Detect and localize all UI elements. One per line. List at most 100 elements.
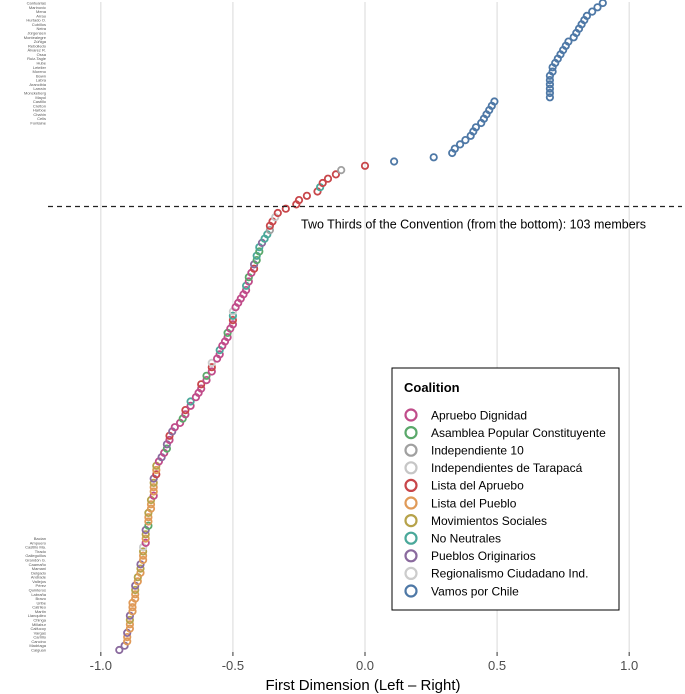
member-name-label: Castillo <box>33 99 47 104</box>
member-name-label: Hube <box>36 61 46 66</box>
member-point <box>139 551 148 560</box>
member-name-label: Hurtado O. <box>26 18 46 23</box>
x-tick-label: -1.0 <box>90 658 112 673</box>
member-point <box>128 607 137 616</box>
member-name-label: Labra <box>36 78 47 83</box>
member-point <box>139 555 148 565</box>
member-point <box>144 517 153 526</box>
legend-key <box>404 443 418 457</box>
member-point <box>152 470 161 479</box>
member-name-label: Zúñiga <box>34 39 47 44</box>
member-name-label: Harboe <box>33 108 47 113</box>
member-name-label: Calfucoy <box>30 626 46 631</box>
member-point <box>207 367 216 376</box>
member-point <box>564 37 573 46</box>
data-points <box>115 0 607 655</box>
legend-label: Independiente 10 <box>431 444 524 458</box>
member-name-label: Álvarez R. <box>28 48 46 53</box>
member-point <box>471 123 480 132</box>
member-point <box>165 435 174 445</box>
member-name-label: Martin <box>35 609 46 614</box>
member-point <box>133 577 142 586</box>
member-name-label: Caiguan <box>31 648 46 653</box>
member-name-label: Pérez <box>36 583 46 588</box>
member-name-label: Letelier <box>33 65 47 70</box>
x-tick-label: 0.0 <box>356 658 374 673</box>
member-point <box>149 487 158 496</box>
legend-label: Movimientos Sociales <box>431 514 547 528</box>
member-point <box>181 405 190 415</box>
member-point <box>202 371 211 380</box>
legend-label: No Neutrales <box>431 532 501 546</box>
member-name-label: Millabur <box>32 622 47 627</box>
member-name-label: Arrau <box>36 13 46 18</box>
member-name-label: Mena <box>36 9 47 14</box>
legend-label: Asamblea Popular Constituyente <box>431 426 606 440</box>
member-point <box>115 645 124 655</box>
two-thirds-label: Two Thirds of the Convention (from the b… <box>301 218 646 232</box>
member-point <box>128 603 137 612</box>
member-point <box>360 161 370 170</box>
member-point <box>144 513 153 522</box>
member-name-label: Larraín <box>33 86 46 91</box>
member-point <box>123 637 132 646</box>
member-name-label: Arancibia <box>29 82 46 87</box>
member-point <box>323 174 333 183</box>
member-name-label: Cantuarias <box>27 1 46 6</box>
member-point <box>294 196 304 205</box>
member-point <box>337 166 346 175</box>
member-name-label: Cancino <box>31 639 46 644</box>
member-name-label: Celis <box>37 116 46 121</box>
member-point <box>207 358 216 367</box>
legend-label: Regionalismo Ciudadano Ind. <box>431 567 588 581</box>
legend-key <box>404 496 418 510</box>
member-point <box>244 277 253 286</box>
legend-label: Pueblos Originarios <box>431 549 536 563</box>
member-point <box>429 153 438 162</box>
member-name-label: Andrade <box>31 575 47 580</box>
legend-label: Apruebo Dignidad <box>431 408 527 422</box>
member-point <box>123 632 132 642</box>
member-point <box>141 538 150 548</box>
member-name-label: Cubillos <box>32 22 46 27</box>
member-point <box>131 590 140 599</box>
member-point <box>588 7 597 16</box>
member-point <box>545 88 555 98</box>
member-point <box>318 178 327 188</box>
member-point <box>265 226 274 235</box>
member-point <box>281 204 290 213</box>
legend-title: Coalition <box>404 380 460 395</box>
member-point <box>125 620 134 629</box>
member-point <box>593 3 602 12</box>
member-point <box>252 255 261 265</box>
member-point <box>186 401 195 410</box>
member-point <box>461 136 470 145</box>
member-point <box>186 397 195 406</box>
member-point <box>139 547 148 556</box>
member-point <box>146 500 156 509</box>
member-point <box>545 76 555 85</box>
member-name-label: Chinga <box>33 618 46 623</box>
member-name-label: Grandón G. <box>25 558 46 563</box>
member-name-label: Bravo <box>36 596 47 601</box>
legend-key <box>404 549 418 563</box>
member-point <box>181 410 190 419</box>
member-name-label: Bown <box>36 73 46 78</box>
member-name-label: Marinovic <box>29 5 46 10</box>
member-point <box>223 333 232 342</box>
member-name-label: Rebolledo <box>28 43 47 48</box>
legend: Coalition Apruebo Dignidad Asamblea Popul… <box>391 367 620 611</box>
member-point <box>545 93 555 102</box>
member-point <box>141 530 150 539</box>
member-point <box>136 564 145 573</box>
member-point <box>450 144 459 153</box>
legend-label: Independientes de Tarapacá <box>431 461 583 475</box>
member-name-label: Bacian <box>34 536 46 541</box>
member-point <box>207 363 216 372</box>
member-name-label: Uribe <box>36 600 46 605</box>
member-name-label: Labraña <box>31 592 46 597</box>
legend-items: Apruebo Dignidad Asamblea Popular Constit… <box>404 408 606 598</box>
member-point <box>215 350 224 359</box>
member-point <box>548 67 557 76</box>
